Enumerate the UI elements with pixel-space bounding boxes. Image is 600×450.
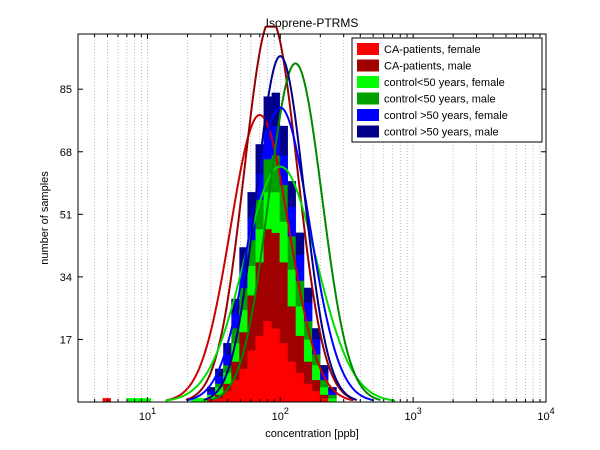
fit-curve [185,25,357,401]
fit-curve [166,113,354,402]
x-tick-label-base: 10 [272,411,284,423]
legend-swatch [357,76,379,88]
bar [320,387,329,395]
y-axis-ticks: 17 34 51 68 85 [60,84,546,346]
bar [271,232,280,329]
bar [287,269,297,307]
bar [126,398,135,403]
y-axis-label: number of samples [39,171,51,265]
bar [263,228,272,322]
bar [255,262,264,336]
bar [320,398,329,403]
bar [295,306,305,336]
x-tick-label-exponent: 3 [417,406,422,416]
legend: CA-patients, female CA-patients, male cont… [351,37,543,143]
bar [287,306,297,362]
bar [328,394,337,399]
bar [271,192,280,233]
legend-swatch [357,125,379,138]
x-tick-label-base: 10 [537,411,549,423]
bar [312,390,321,403]
bar [279,125,289,156]
x-tick-label: 102 [272,406,289,423]
legend-entry: control<50 years, male [384,94,496,106]
x-tick-label-base: 10 [405,411,417,423]
legend-entry: control >50 years, male [384,127,499,139]
bar [279,342,289,403]
bar [328,398,337,403]
legend-entry: CA-patients, female [384,44,481,56]
legend-box [351,37,543,143]
x-tick-label: 101 [139,406,156,423]
legend-swatch [357,109,379,121]
legend-swatch [357,92,379,105]
bar [303,361,313,384]
bar [303,287,313,303]
x-tick-label-exponent: 4 [550,406,555,416]
legend-swatch [357,59,379,72]
bar [263,320,272,403]
bar [295,232,305,255]
legend-entry: CA-patients, male [384,61,471,73]
bar [303,383,313,403]
bar [312,379,321,392]
legend-swatch [357,43,379,55]
bar [295,372,305,403]
plot-frame [77,33,547,403]
fit-curve [203,55,358,401]
bar [255,335,264,403]
bar [239,368,248,403]
bar [279,262,289,344]
chart-title: Isoprene-PTRMS [266,16,359,30]
y-tick-label: 17 [60,334,72,346]
fit-curve [186,106,375,402]
bar [247,350,256,403]
x-axis-ticks: 101 102 103 104 [77,34,555,423]
bar [287,361,297,403]
x-tick-label-exponent: 1 [151,406,156,416]
fit-curves [165,25,396,402]
x-tick-label-exponent: 2 [284,406,289,416]
y-tick-label: 51 [60,209,72,221]
bar [320,394,329,399]
legend-entry: control<50 years, female [384,77,505,89]
x-tick-label: 103 [405,406,422,423]
fit-curve [210,62,381,401]
bar [271,328,280,403]
bar [295,335,305,373]
y-tick-label: 34 [60,272,72,284]
x-tick-label-base: 10 [139,411,151,423]
legend-entry: control >50 years, female [384,110,508,122]
y-tick-label: 85 [60,84,72,96]
bar [102,398,111,403]
bar [287,181,297,208]
x-axis-label: concentration [ppb] [265,428,359,440]
y-tick-label: 68 [60,147,72,159]
x-tick-label: 104 [537,406,554,423]
bar [279,221,289,263]
bar [142,398,151,403]
bar [247,265,256,296]
